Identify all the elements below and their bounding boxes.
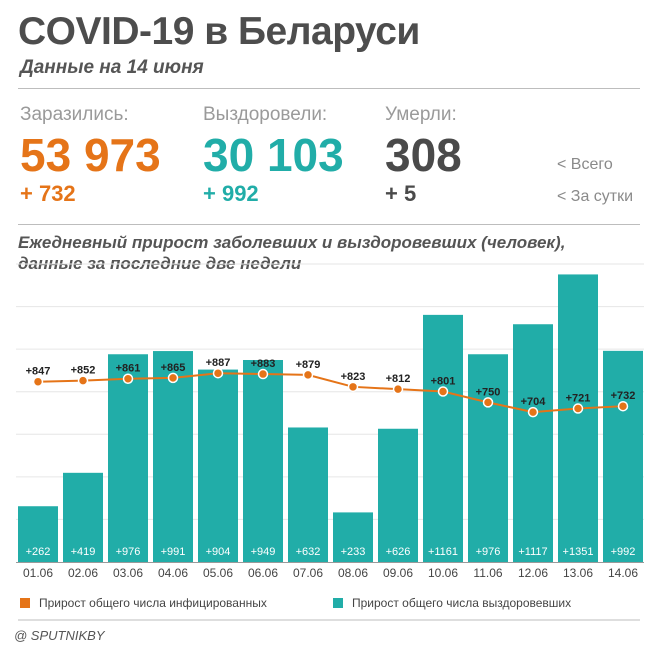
point-value-label: +750: [476, 386, 501, 398]
stat-infected-total: 53 973: [20, 129, 161, 181]
point-infected: [437, 386, 449, 397]
legend-infected-label: Прирост общего числа инфицированных: [39, 596, 267, 610]
bar-value-label: +632: [296, 546, 321, 558]
bar-recovered: [423, 314, 463, 562]
point-infected: [257, 368, 269, 380]
side-legend-daily: < За сутки: [557, 188, 634, 205]
stat-recovered: Выздоровели: 30 103 + 992: [203, 104, 344, 207]
stat-deaths: Умерли: 308 + 5: [385, 104, 462, 207]
stat-infected-delta: + 732: [20, 181, 76, 206]
stat-recovered-delta: + 992: [203, 181, 259, 206]
x-tick-label: 10.06: [428, 566, 458, 580]
point-value-label: +801: [431, 376, 456, 388]
bar-recovered: [603, 350, 643, 562]
divider-middle: [18, 224, 640, 225]
bar-value-label: +1351: [563, 546, 594, 558]
point-infected: [212, 367, 224, 379]
bar-recovered: [153, 351, 193, 562]
stat-recovered-total: 30 103: [203, 129, 344, 181]
x-tick-label: 11.06: [473, 566, 502, 580]
bar-value-label: +262: [26, 546, 51, 558]
point-infected: [482, 397, 494, 408]
bar-recovered: [243, 359, 283, 562]
credit: @ SPUTNIKBY: [14, 628, 105, 643]
x-tick-label: 01.06: [23, 566, 53, 580]
legend-infected-swatch: [20, 598, 30, 608]
legend-recovered-swatch: [333, 598, 343, 608]
point-value-label: +883: [251, 358, 276, 370]
bar-recovered: [108, 354, 148, 562]
x-tick-label: 08.06: [338, 566, 368, 580]
stat-deaths-delta: + 5: [385, 181, 417, 206]
bar-value-label: +992: [611, 546, 636, 558]
point-infected: [527, 406, 539, 418]
stat-recovered-label: Выздоровели:: [203, 104, 328, 125]
divider-top: [18, 88, 640, 89]
x-tick-label: 04.06: [158, 566, 188, 580]
x-tick-label: 12.06: [518, 566, 548, 580]
x-tick-label: 03.06: [113, 566, 143, 580]
x-tick-label: 06.06: [248, 566, 278, 580]
stat-deaths-label: Умерли:: [385, 104, 457, 125]
bar-value-label: +991: [161, 546, 186, 558]
legend-recovered-label: Прирост общего числа выздоровевших: [352, 596, 572, 610]
point-infected: [77, 375, 89, 386]
point-value-label: +812: [386, 373, 411, 385]
legend-infected: Прирост общего числа инфицированных: [20, 596, 267, 610]
stat-infected: Заразились: 53 973 + 732: [20, 104, 161, 207]
point-value-label: +865: [161, 362, 186, 374]
side-legend-total: < Всего: [557, 156, 613, 173]
x-tick-label: 14.06: [608, 566, 638, 580]
bar-value-label: +419: [71, 546, 96, 558]
x-tick-label: 09.06: [383, 566, 413, 580]
point-value-label: +861: [116, 363, 141, 375]
line-infected: [37, 372, 624, 414]
point-infected: [302, 369, 314, 381]
bar-recovered: [288, 427, 328, 562]
point-infected: [347, 381, 359, 393]
bar-recovered: [513, 324, 553, 562]
x-tick-label: 13.06: [563, 566, 593, 580]
point-value-label: +721: [566, 393, 591, 405]
point-value-label: +823: [341, 371, 366, 383]
bar-recovered: [198, 369, 238, 562]
point-infected: [167, 372, 179, 384]
x-tick-label: 07.06: [293, 566, 323, 580]
bar-value-label: +904: [206, 546, 231, 558]
page-subtitle: Данные на 14 июня: [20, 57, 204, 78]
bar-value-label: +976: [116, 546, 141, 558]
bar-recovered: [18, 506, 58, 562]
point-value-label: +887: [206, 357, 231, 369]
point-infected: [32, 376, 44, 387]
bar-recovered: [63, 472, 103, 562]
point-infected: [392, 383, 404, 395]
stat-deaths-total: 308: [385, 129, 462, 181]
bar-value-label: +949: [251, 546, 276, 558]
point-value-label: +704: [521, 396, 547, 408]
bar-value-label: +1117: [518, 546, 547, 558]
stat-infected-label: Заразились:: [20, 104, 129, 125]
bar-recovered: [378, 428, 418, 562]
x-tick-label: 05.06: [203, 566, 233, 580]
bar-value-label: +1161: [428, 546, 458, 558]
page-title: COVID-19 в Беларуси: [18, 10, 420, 53]
bar-recovered: [333, 512, 373, 562]
point-infected: [572, 403, 584, 414]
point-value-label: +879: [296, 359, 321, 371]
bar-value-label: +626: [386, 546, 411, 558]
bar-recovered: [558, 274, 598, 562]
chart-title-line-1: Ежедневный прирост заболевших и выздоров…: [18, 233, 566, 252]
point-infected: [617, 400, 629, 412]
bar-value-label: +976: [476, 546, 501, 558]
point-infected: [122, 373, 134, 384]
point-value-label: +852: [71, 365, 96, 377]
bar-recovered: [468, 354, 508, 562]
point-value-label: +732: [611, 390, 636, 402]
x-tick-label: 02.06: [68, 566, 98, 580]
point-value-label: +847: [26, 366, 51, 378]
bar-value-label: +233: [341, 546, 366, 558]
legend-recovered: Прирост общего числа выздоровевших: [333, 596, 571, 610]
